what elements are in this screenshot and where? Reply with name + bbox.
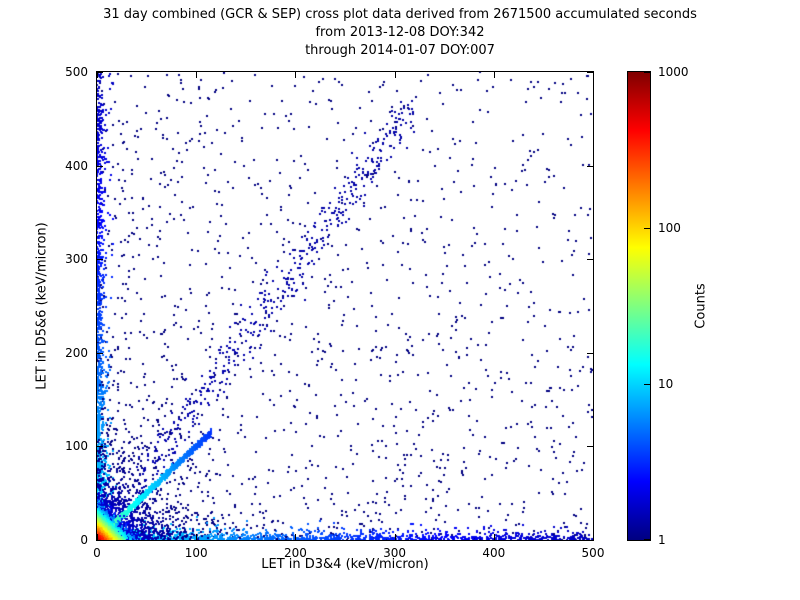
y-tick-label: 500 — [65, 65, 88, 79]
y-tick-label: 0 — [80, 533, 88, 547]
scatter-canvas — [97, 72, 593, 540]
chart-title-line-3: through 2014-01-07 DOY:007 — [305, 43, 495, 58]
cb-tick-label: 10 — [658, 377, 674, 391]
chart-title-line-2: from 2013-12-08 DOY:342 — [315, 25, 485, 40]
y-tick-label: 400 — [65, 158, 88, 173]
chart-title-line-1: 31 day combined (GCR & SEP) cross plot d… — [103, 7, 697, 22]
x-axis-label: LET in D3&4 (keV/micron) — [261, 557, 429, 572]
y-axis-label: LET in D5&6 (keV/micron) — [34, 222, 50, 390]
colorbar-label: Counts — [693, 283, 709, 329]
chart-title: 31 day combined (GCR & SEP) cross plot d… — [0, 6, 800, 60]
colorbar — [627, 71, 651, 541]
y-tick-label: 100 — [65, 439, 88, 454]
cb-tick-label: 1000 — [658, 65, 689, 79]
plot-area — [96, 71, 594, 541]
cb-tick-label: 1 — [658, 533, 666, 547]
cb-tick-label: 100 — [658, 221, 681, 235]
